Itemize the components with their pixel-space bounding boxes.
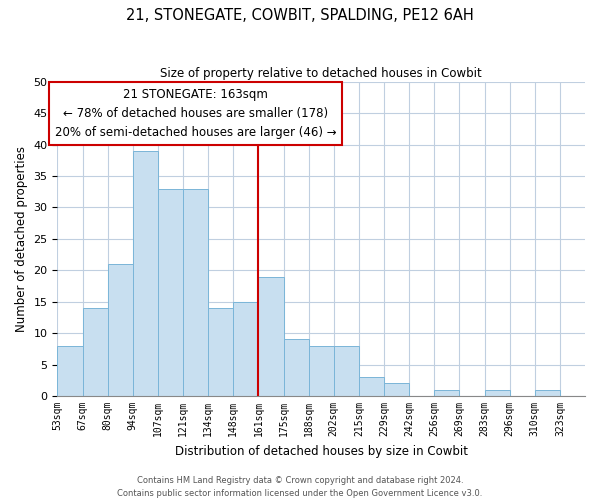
Bar	[359, 377, 384, 396]
Title: Size of property relative to detached houses in Cowbit: Size of property relative to detached ho…	[160, 68, 482, 80]
Bar	[334, 346, 359, 396]
Bar	[208, 308, 233, 396]
Bar	[259, 276, 284, 396]
Bar	[308, 346, 334, 396]
Text: 21, STONEGATE, COWBIT, SPALDING, PE12 6AH: 21, STONEGATE, COWBIT, SPALDING, PE12 6A…	[126, 8, 474, 22]
Bar	[284, 340, 308, 396]
Bar	[133, 151, 158, 396]
Bar	[434, 390, 460, 396]
Text: Contains HM Land Registry data © Crown copyright and database right 2024.
Contai: Contains HM Land Registry data © Crown c…	[118, 476, 482, 498]
Bar	[535, 390, 560, 396]
Text: 21 STONEGATE: 163sqm
← 78% of detached houses are smaller (178)
20% of semi-deta: 21 STONEGATE: 163sqm ← 78% of detached h…	[55, 88, 337, 139]
X-axis label: Distribution of detached houses by size in Cowbit: Distribution of detached houses by size …	[175, 444, 468, 458]
Bar	[384, 384, 409, 396]
Bar	[183, 188, 208, 396]
Bar	[158, 188, 183, 396]
Y-axis label: Number of detached properties: Number of detached properties	[15, 146, 28, 332]
Bar	[83, 308, 107, 396]
Bar	[107, 264, 133, 396]
Bar	[485, 390, 509, 396]
Bar	[58, 346, 83, 396]
Bar	[233, 302, 259, 396]
